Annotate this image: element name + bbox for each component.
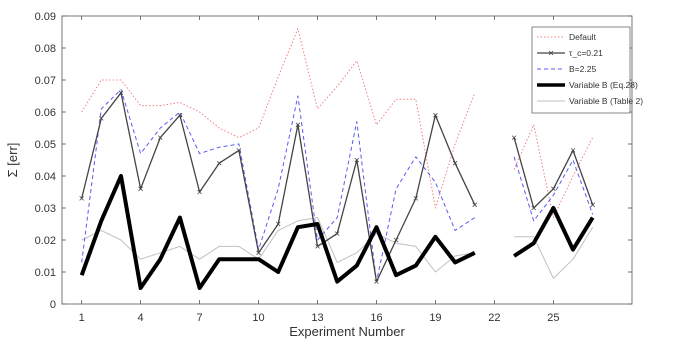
legend: Default τ_c=0.21 B=2.25 Variable B (Eq.28) V…: [531, 26, 643, 114]
y-tick-label: 0.07: [35, 75, 56, 87]
series-1-point: [393, 237, 399, 243]
series-1-point: [433, 112, 438, 118]
x-axis-label: Experiment Number: [289, 324, 405, 339]
y-tick-label: 0.04: [35, 171, 56, 183]
series-1-point: [531, 205, 537, 211]
series-1-point: [197, 189, 202, 195]
x-tick-label: 10: [252, 312, 264, 324]
series-1-point: [590, 202, 595, 208]
series-1-point: [99, 116, 104, 121]
series-1-point: [354, 157, 360, 163]
plot-area: [61, 15, 633, 305]
series-1-point: [138, 186, 143, 192]
x-tick-label: 19: [429, 312, 441, 324]
series-lines: [79, 28, 595, 290]
y-tick-label: 0: [50, 299, 56, 311]
series-4-line: [81, 217, 475, 273]
legend-label: B=2.25: [569, 64, 596, 74]
series-1-point: [511, 135, 517, 140]
legend-label: Variable B (Table 2): [569, 96, 643, 106]
x-tick-label: 7: [197, 312, 203, 324]
y-axis-label: Σ [err]: [5, 143, 20, 178]
y-tick-label: 0.06: [35, 107, 56, 119]
y-tick-label: 0.08: [35, 43, 56, 55]
series-1-point: [452, 160, 458, 166]
series-2-line: [513, 156, 594, 222]
series-1-point: [236, 148, 242, 153]
series-1-point: [216, 160, 222, 166]
series-1-point: [334, 231, 340, 236]
legend-label: Default: [569, 32, 597, 42]
legend-marker: [548, 50, 554, 56]
y-tick-label: 0.03: [35, 203, 56, 215]
series-1-point: [551, 186, 556, 192]
x-tick-label: 16: [370, 312, 382, 324]
y-tick-label: 0.09: [35, 11, 56, 23]
series-1-point: [118, 90, 124, 96]
series-3-line: [79, 174, 476, 290]
series-1-point: [79, 196, 84, 201]
series-1-point: [275, 221, 281, 227]
series-1-line: [513, 137, 594, 209]
legend-label: τ_c=0.21: [569, 48, 603, 58]
series-0-line: [513, 124, 594, 219]
series-1-point: [570, 148, 576, 153]
x-tick-label: 4: [138, 312, 144, 324]
x-tick-label: 22: [488, 312, 500, 324]
x-tick-label: 25: [547, 312, 559, 324]
series-1-point: [177, 112, 183, 118]
series-1-point: [472, 202, 478, 208]
series-1-point: [256, 250, 261, 256]
series-3-line: [513, 206, 595, 258]
series-1-point: [157, 135, 163, 140]
series-1-point: [413, 196, 419, 201]
series-0-line: [81, 28, 476, 209]
series-1-point: [374, 279, 379, 284]
series-2-line: [81, 89, 476, 283]
plot-border: [61, 15, 633, 305]
y-tick-label: 0.05: [35, 139, 56, 151]
x-tick-label: 13: [311, 312, 323, 324]
y-tick-label: 0.01: [35, 267, 56, 279]
legend-box: [531, 26, 631, 114]
series-1-line: [81, 92, 476, 283]
y-tick-label: 0.02: [35, 235, 56, 247]
axis-ticks: 1 4 7 10 13 16 19 22 25 0 0.01 0.02 0.03 0.04 0.05 0.06…: [35, 11, 632, 324]
x-tick-label: 1: [79, 312, 85, 324]
legend-label: Variable B (Eq.28): [569, 80, 638, 90]
series-4-line: [514, 226, 594, 279]
series-1-point: [295, 122, 301, 128]
series-1-point: [315, 244, 320, 249]
